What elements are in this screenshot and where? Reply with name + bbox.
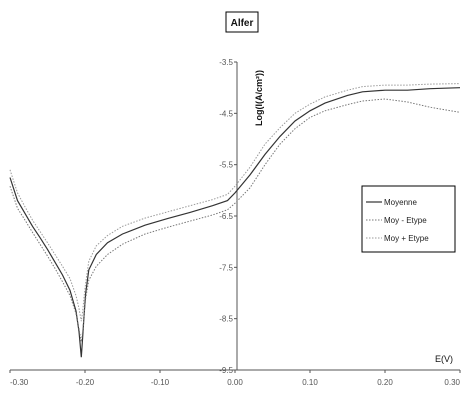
- x-tick-labels: -0.30 -0.20 -0.10 0.00 0.10 0.20 0.30: [9, 370, 461, 387]
- series-line-2: [9, 98, 461, 342]
- x-tick-label: 0.30: [444, 378, 460, 387]
- x-tick-label: 0.20: [377, 378, 393, 387]
- x-tick-label: -0.30: [10, 378, 29, 387]
- x-tick-label: 0.10: [302, 378, 318, 387]
- legend: Moyenne Moy - Etype Moy + Etype: [361, 185, 456, 253]
- legend-label-2: Moy - Etype: [384, 216, 427, 225]
- x-tick-label: -0.20: [76, 378, 95, 387]
- y-tick-label: -9.5: [219, 366, 233, 375]
- y-tick-label: -8.5: [219, 315, 233, 324]
- y-tick-label: -6.5: [219, 212, 233, 221]
- y-tick-label: -5.5: [219, 161, 233, 170]
- series-line-1: [9, 87, 461, 358]
- y-tick-labels: -3.5 -4.5 -5.5 -6.5 -7.5 -8.5 -9.5: [219, 58, 237, 375]
- legend-box: [361, 185, 456, 253]
- y-tick-label: -3.5: [219, 58, 233, 67]
- series-group: [9, 83, 461, 358]
- legend-label-3: Moy + Etype: [384, 234, 429, 243]
- chart-title-box: [225, 11, 259, 33]
- chart-title-group: Alfer: [225, 11, 259, 33]
- series-line-3: [9, 83, 461, 322]
- legend-label-1: Moyenne: [384, 198, 417, 207]
- y-tick-label: -4.5: [219, 109, 233, 118]
- chart-title: Alfer: [231, 18, 254, 29]
- x-tick-label: -0.10: [151, 378, 170, 387]
- x-axis-label: E(V): [435, 354, 453, 364]
- y-tick-label: -7.5: [219, 263, 233, 272]
- y-axis-label: Log(I(A/cm²)): [254, 70, 264, 126]
- x-tick-label: 0.00: [227, 378, 243, 387]
